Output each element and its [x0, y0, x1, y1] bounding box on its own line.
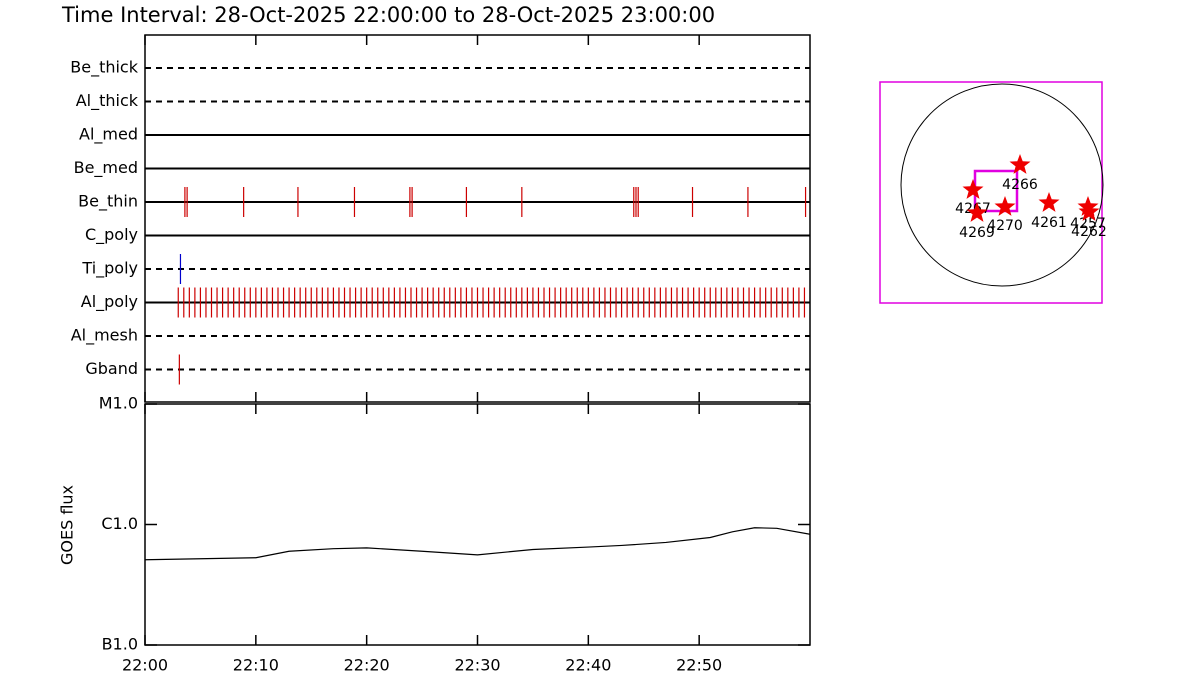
region-label: 4269	[959, 225, 995, 241]
region-star	[1009, 154, 1031, 174]
region-label: 4261	[1031, 215, 1067, 231]
region-star	[962, 179, 984, 199]
filter-label: Ti_poly	[81, 259, 138, 279]
map-frame	[879, 81, 1103, 304]
region-star	[994, 196, 1016, 216]
title: Time Interval: 28-Oct-2025 22:00:00 to 2…	[61, 3, 715, 27]
filter-label: Al_thick	[76, 91, 139, 111]
y-tick-label: B1.0	[102, 635, 138, 654]
x-tick-label: 22:00	[122, 656, 168, 675]
y-axis-label: GOES flux	[58, 485, 77, 565]
region-star	[1078, 201, 1100, 221]
y-tick-label: M1.0	[99, 394, 138, 413]
goes-curve	[144, 527, 811, 561]
filter-panel	[144, 34, 811, 403]
region-label: 4262	[1071, 224, 1107, 240]
goes-panel	[144, 403, 811, 646]
region-label: 4257	[1070, 216, 1106, 232]
x-tick-label: 22:20	[344, 656, 390, 675]
filter-label: Al_poly	[81, 292, 138, 312]
filter-label: Al_med	[79, 125, 138, 145]
y-tick-label: C1.0	[101, 514, 138, 533]
x-tick-label: 22:10	[233, 656, 279, 675]
region-star	[1038, 192, 1060, 212]
filter-label: C_poly	[85, 225, 138, 245]
filter-label: Be_med	[74, 158, 138, 178]
x-tick-label: 22:50	[676, 656, 722, 675]
region-label: 4266	[1002, 177, 1038, 193]
region-star	[966, 202, 988, 222]
region-label: 4270	[987, 218, 1023, 234]
x-tick-label: 22:40	[565, 656, 611, 675]
filter-label: Be_thick	[70, 58, 138, 78]
filter-label: Gband	[85, 359, 138, 378]
filter-label: Be_thin	[78, 192, 138, 212]
filter-label: Al_mesh	[71, 326, 138, 346]
solar-disk	[900, 83, 1104, 287]
x-tick-label: 22:30	[454, 656, 500, 675]
